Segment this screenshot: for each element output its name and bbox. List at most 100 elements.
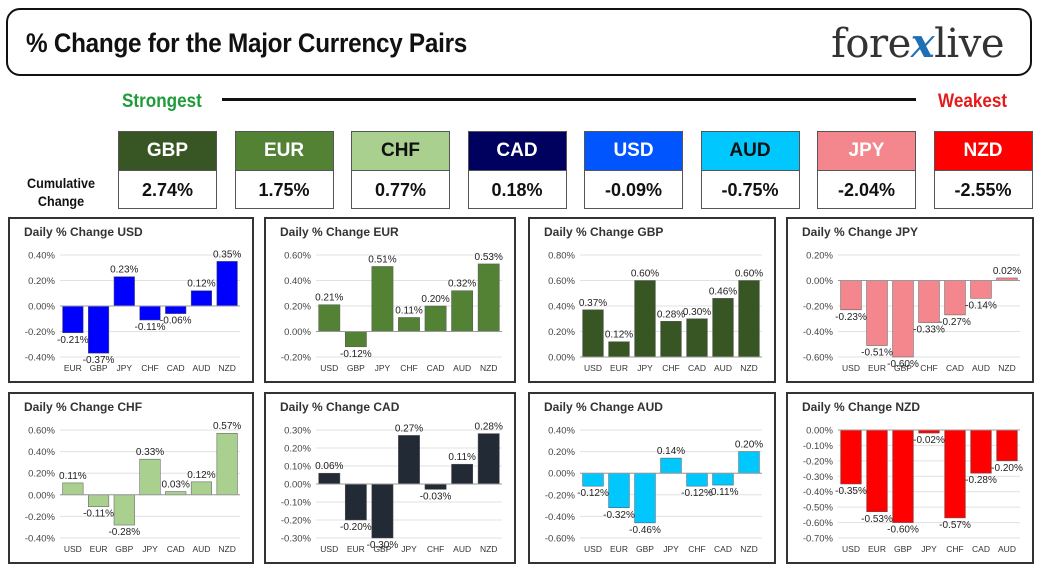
y-tick-label: -0.40% (803, 487, 834, 498)
bar (582, 472, 604, 487)
y-tick-label: 0.20% (28, 276, 55, 287)
data-label: -0.20% (340, 522, 372, 533)
data-label: 0.53% (475, 252, 503, 263)
bar (139, 305, 161, 321)
y-tick-label: 0.60% (28, 426, 55, 437)
bar-chart-cad: 0.30% 0.20% 0.10% 0.00% -0.10% -0.20% -0.30% 0.… (281, 422, 503, 554)
currency-code: EUR (235, 132, 333, 171)
bar (371, 483, 394, 539)
cumulative-change-value: -2.04% (837, 180, 896, 200)
data-label: 0.28% (657, 309, 685, 320)
data-label: 0.33% (136, 447, 164, 458)
x-tick-label: JPY (921, 544, 937, 554)
x-tick-label: USD (842, 544, 860, 554)
y-tick-label: 0.00% (284, 480, 311, 491)
y-tick-label: 0.20% (28, 469, 55, 480)
bar (216, 432, 238, 496)
currency-box-aud: AUD -0.75% (700, 131, 800, 209)
chart-title: Daily % Change CAD (280, 400, 400, 414)
bar (970, 429, 992, 474)
y-tick-label: 0.60% (284, 251, 311, 262)
x-tick-label: EUR (610, 544, 628, 554)
x-tick-label: JPY (401, 544, 417, 554)
y-tick-label: 0.00% (548, 353, 575, 364)
x-tick-label: USD (584, 363, 602, 373)
data-label: -0.35% (835, 486, 867, 497)
data-label: 0.57% (213, 421, 241, 432)
x-tick-label: NZD (218, 363, 235, 373)
data-label: 0.37% (579, 298, 607, 309)
chart-panel-nzd: Daily % Change NZD 0.00% -0.10% -0.20% -0.30… (786, 392, 1034, 564)
y-tick-label: -0.20% (25, 327, 56, 338)
bar (318, 304, 341, 332)
x-tick-label: AUD (453, 363, 471, 373)
y-tick-label: -0.50% (803, 503, 834, 514)
x-tick-label: AUD (972, 363, 990, 373)
data-label: 0.60% (631, 269, 659, 280)
bar (712, 298, 734, 358)
data-label: -0.53% (861, 514, 893, 525)
bar (866, 429, 888, 513)
currency-box-nzd: NZD -2.55% (933, 131, 1033, 209)
data-label: -0.57% (939, 520, 971, 531)
y-tick-label: -0.60% (803, 353, 834, 364)
x-tick-label: EUR (610, 363, 628, 373)
chart-panel-cad: Daily % Change CAD 0.30% 0.20% 0.10% 0.00% -0… (264, 392, 516, 564)
data-label: -0.21% (57, 335, 89, 346)
x-tick-label: CAD (427, 363, 445, 373)
y-tick-label: -0.40% (25, 353, 56, 364)
data-label: -0.12% (340, 349, 372, 360)
y-tick-label: 0.20% (548, 327, 575, 338)
bar (686, 472, 708, 487)
x-tick-label: NZD (480, 544, 497, 554)
data-label: 0.20% (735, 440, 763, 451)
cumulative-change-label: Cumulative Change (27, 175, 95, 209)
data-label: -0.11% (83, 509, 114, 520)
x-tick-label: NZD (740, 544, 757, 554)
data-label: 0.11% (395, 305, 423, 316)
y-tick-label: -0.70% (803, 534, 834, 545)
strongest-label: Strongest (122, 91, 202, 112)
currency-box-gbp: GBP 2.74% (118, 131, 217, 209)
weakest-label: Weakest (938, 91, 1008, 112)
data-label: -0.23% (835, 312, 867, 323)
x-tick-label: CAD (688, 363, 706, 373)
y-tick-label: -0.20% (803, 456, 834, 467)
data-label: 0.23% (110, 265, 138, 276)
bar (165, 305, 187, 314)
bar (608, 472, 630, 509)
bar (88, 494, 110, 507)
x-tick-label: AUD (714, 363, 732, 373)
y-tick-label: -0.20% (281, 353, 312, 364)
bar (477, 263, 500, 332)
data-label: -0.28% (965, 475, 997, 486)
bar (190, 481, 212, 496)
bar (62, 305, 84, 334)
bar (738, 451, 760, 474)
data-label: -0.30% (367, 540, 399, 551)
bar-chart-nzd: 0.00% -0.10% -0.20% -0.30% -0.40% -0.50% -0.60… (803, 426, 1023, 555)
forexlive-logo: forexlive (831, 20, 1004, 67)
cumulative-change-value: 2.74% (141, 180, 194, 200)
title-bar: % Change for the Major Currency Pairs fo… (6, 8, 1032, 76)
x-tick-label: GBP (894, 544, 912, 554)
data-label: 0.51% (368, 254, 396, 265)
chart-title: Daily % Change EUR (280, 225, 399, 239)
bar (139, 458, 161, 496)
currency-code: CHF (352, 132, 449, 171)
cumulative-change-value: -0.75% (721, 180, 779, 200)
x-tick-label: CAD (714, 544, 732, 554)
x-tick-label: CHF (946, 544, 963, 554)
bar-chart-aud: 0.40% 0.20% 0.00% -0.20% -0.40% -0.60% -0.12% U… (545, 426, 763, 555)
y-tick-label: 0.10% (284, 462, 311, 473)
bar (371, 266, 394, 332)
data-label: -0.14% (965, 300, 997, 311)
x-tick-label: USD (320, 363, 338, 373)
cumulative-change-value: 0.18% (491, 180, 543, 200)
y-tick-label: 0.00% (806, 426, 833, 437)
bar-chart-eur: 0.60% 0.40% 0.20% 0.00% -0.20% 0.21% USD-0.12%… (281, 251, 503, 374)
bar (344, 483, 367, 521)
data-label: 0.30% (683, 307, 711, 318)
data-label: -0.03% (420, 491, 452, 502)
x-tick-label: GBP (90, 363, 108, 373)
